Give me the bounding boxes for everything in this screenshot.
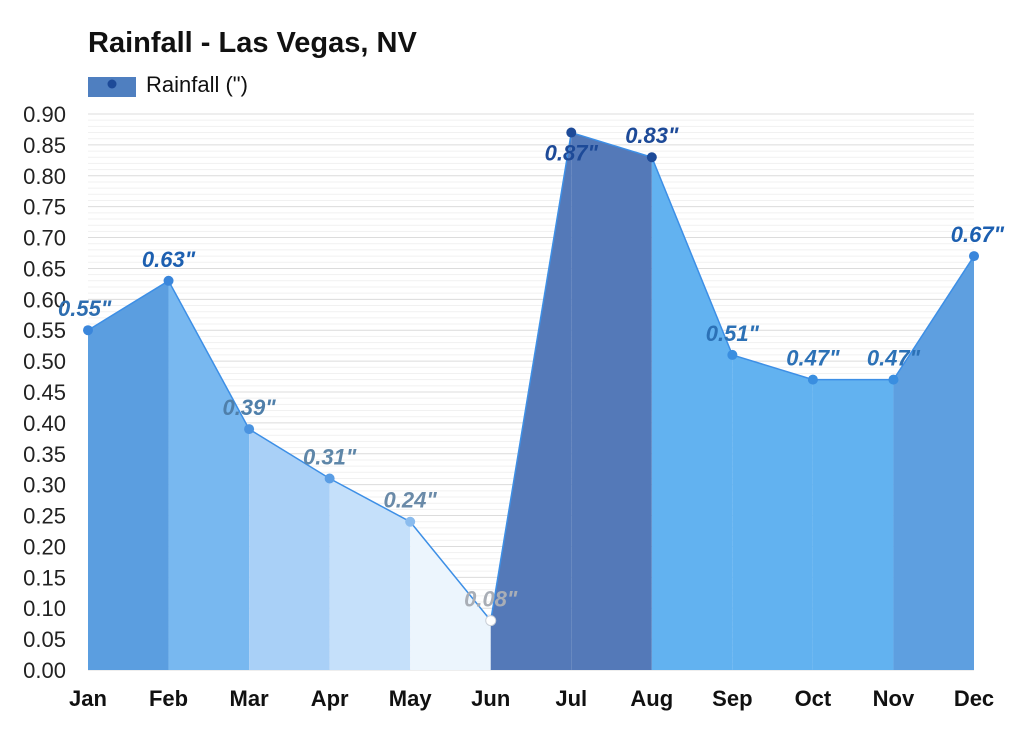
area-segment-jun xyxy=(490,132,572,671)
x-tick-label: Nov xyxy=(873,686,915,711)
data-point-feb xyxy=(163,275,174,286)
data-point-jul xyxy=(566,127,577,138)
area-segment-sep xyxy=(732,354,813,670)
legend-label: Rainfall (") xyxy=(146,72,248,97)
y-tick-label: 0.90 xyxy=(23,102,66,127)
y-tick-label: 0.20 xyxy=(23,534,66,559)
legend: Rainfall (") xyxy=(88,72,248,97)
y-tick-label: 0.75 xyxy=(23,195,66,220)
y-tick-label: 0.85 xyxy=(23,133,66,158)
area-segments xyxy=(88,132,974,671)
area-segment-jan xyxy=(88,280,169,670)
x-tick-label: Apr xyxy=(311,686,349,711)
rainfall-line xyxy=(87,131,975,623)
area-segment-aug xyxy=(651,157,733,670)
data-points xyxy=(83,127,979,627)
data-label-oct: 0.47" xyxy=(786,346,840,371)
y-tick-label: 0.25 xyxy=(23,504,66,529)
data-point-apr xyxy=(324,473,335,484)
y-tick-label: 0.55 xyxy=(23,318,66,343)
data-point-aug xyxy=(646,152,657,163)
data-label-nov: 0.47" xyxy=(867,346,921,371)
x-axis-ticks: Jan Feb Mar Apr May Jun Jul Aug Sep Oct Nov Dec xyxy=(69,686,994,711)
y-tick-label: 0.80 xyxy=(23,164,66,189)
x-tick-label: May xyxy=(389,686,433,711)
data-point-dec xyxy=(969,251,979,262)
y-tick-label: 0.00 xyxy=(23,658,66,683)
area-segment-nov xyxy=(893,256,974,670)
x-tick-label: Sep xyxy=(712,686,752,711)
data-label-feb: 0.63" xyxy=(142,247,196,272)
x-tick-label: Dec xyxy=(954,686,994,711)
x-tick-label: Oct xyxy=(795,686,832,711)
y-tick-label: 0.50 xyxy=(23,349,66,374)
data-label-mar: 0.39" xyxy=(222,395,276,420)
area-segment-apr xyxy=(329,478,411,670)
y-tick-label: 0.35 xyxy=(23,442,66,467)
area-segment-jul xyxy=(571,132,652,671)
data-labels: 0.55" 0.63" 0.39" 0.31" 0.24" 0.08" 0.87" 0.83"… xyxy=(58,123,1005,611)
area-segment-oct xyxy=(812,379,894,670)
data-label-aug: 0.83" xyxy=(625,123,679,148)
x-tick-label: Jun xyxy=(471,686,510,711)
series-line xyxy=(87,131,975,623)
data-label-sep: 0.51" xyxy=(706,321,760,346)
data-label-apr: 0.31" xyxy=(303,444,357,469)
area-segment-may xyxy=(410,521,491,670)
data-point-mar xyxy=(244,424,255,435)
y-axis-ticks: 0.00 0.05 0.10 0.15 0.20 0.25 0.30 0.35 0.40 0.45… xyxy=(23,102,66,683)
y-tick-label: 0.65 xyxy=(23,256,66,281)
legend-marker xyxy=(107,79,117,89)
data-point-oct xyxy=(807,374,818,385)
y-tick-label: 0.15 xyxy=(23,565,66,590)
data-label-jan: 0.55" xyxy=(58,296,112,321)
data-point-nov xyxy=(888,374,899,385)
data-label-may: 0.24" xyxy=(384,488,438,513)
x-tick-label: Jul xyxy=(555,686,587,711)
y-tick-label: 0.10 xyxy=(23,596,66,621)
x-tick-label: Jan xyxy=(69,686,107,711)
data-label-jul: 0.87" xyxy=(545,141,599,166)
data-point-jan xyxy=(83,325,93,336)
chart-title: Rainfall - Las Vegas, NV xyxy=(88,27,417,59)
y-tick-label: 0.40 xyxy=(23,411,66,436)
y-tick-label: 0.30 xyxy=(23,473,66,498)
area-segment-mar xyxy=(249,429,330,670)
data-point-may xyxy=(405,516,416,527)
data-point-jun xyxy=(485,615,497,627)
y-tick-label: 0.70 xyxy=(23,226,66,251)
y-tick-label: 0.05 xyxy=(23,627,66,652)
y-tick-label: 0.45 xyxy=(23,380,66,405)
data-label-jun: 0.08" xyxy=(464,587,518,612)
area-segment-feb xyxy=(168,280,250,670)
x-tick-label: Feb xyxy=(149,686,188,711)
y-tick-label: 0.60 xyxy=(23,287,66,312)
x-tick-label: Aug xyxy=(630,686,673,711)
data-label-dec: 0.67" xyxy=(951,222,1005,247)
x-tick-label: Mar xyxy=(230,686,270,711)
data-point-sep xyxy=(727,349,738,360)
